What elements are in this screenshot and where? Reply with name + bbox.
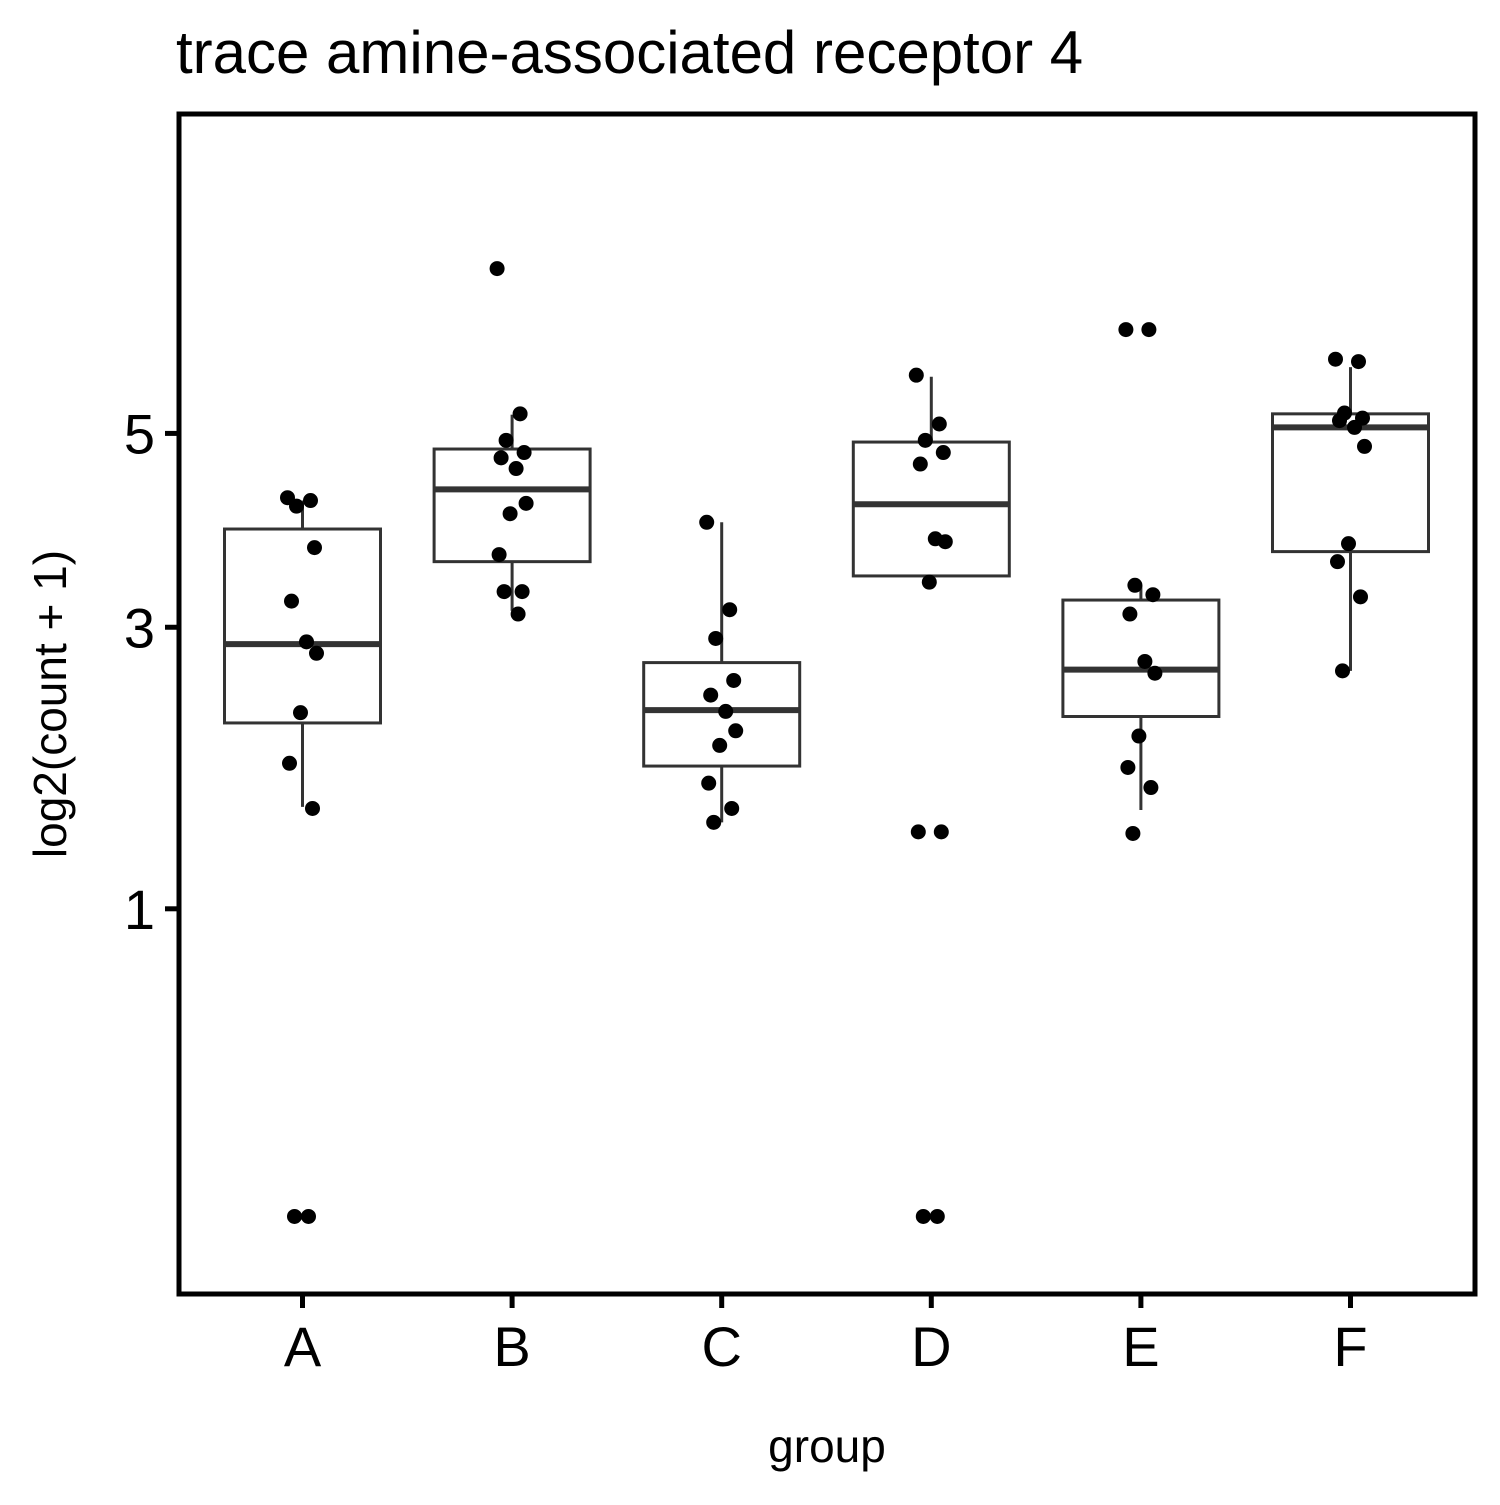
- plot-area: [223, 261, 1430, 1224]
- data-point: [305, 800, 320, 816]
- data-point: [510, 606, 526, 622]
- data-point: [724, 800, 740, 816]
- data-point: [282, 755, 297, 771]
- data-point: [708, 630, 724, 646]
- chart-title: trace amine-associated receptor 4: [176, 19, 1083, 86]
- data-point: [502, 506, 518, 522]
- x-tick-label: C: [701, 1315, 741, 1378]
- data-point: [299, 634, 314, 650]
- data-point: [491, 547, 507, 563]
- data-point: [1341, 536, 1356, 552]
- box-group-B: [432, 414, 592, 611]
- plot-frame: [176, 111, 1478, 1297]
- data-point: [516, 445, 532, 461]
- data-point: [933, 824, 949, 840]
- data-point: [512, 406, 528, 422]
- data-point: [303, 493, 318, 509]
- box: [223, 527, 382, 725]
- data-point: [284, 593, 299, 609]
- box: [851, 440, 1011, 578]
- data-point: [289, 498, 304, 514]
- points-A: [280, 490, 324, 1224]
- data-point: [498, 432, 514, 448]
- points-E: [1118, 322, 1163, 841]
- data-point: [508, 461, 524, 477]
- y-tick-label: 1: [124, 878, 155, 941]
- points-B: [489, 261, 534, 622]
- data-point: [1335, 663, 1350, 679]
- data-point: [1330, 554, 1345, 570]
- points-C: [699, 514, 744, 830]
- data-point: [1147, 665, 1163, 681]
- data-point: [496, 584, 512, 600]
- data-point: [728, 723, 744, 739]
- data-point: [1141, 322, 1157, 338]
- data-point: [1127, 577, 1143, 593]
- y-tick-label: 5: [124, 402, 155, 465]
- box: [432, 447, 592, 564]
- data-point: [1328, 351, 1343, 367]
- x-tick-label: E: [1122, 1315, 1159, 1378]
- data-point: [1357, 438, 1372, 454]
- data-point: [935, 445, 951, 461]
- data-point: [293, 705, 308, 721]
- data-point: [712, 737, 728, 753]
- x-axis: A B C D E F: [284, 1294, 1368, 1378]
- data-point: [908, 367, 924, 383]
- x-tick-label: B: [493, 1315, 530, 1378]
- data-point: [489, 261, 505, 277]
- data-point: [917, 432, 933, 448]
- data-point: [910, 824, 926, 840]
- data-point: [301, 1208, 316, 1224]
- x-tick-label: A: [284, 1315, 322, 1378]
- data-point: [1351, 354, 1366, 370]
- data-point: [1122, 606, 1138, 622]
- data-point: [931, 416, 947, 432]
- data-point: [1332, 413, 1347, 429]
- data-point: [915, 1208, 931, 1224]
- data-point: [1131, 728, 1147, 744]
- points-F: [1328, 351, 1372, 679]
- data-point: [1118, 322, 1134, 338]
- data-point: [518, 495, 534, 511]
- data-point: [699, 514, 715, 530]
- data-point: [1120, 759, 1136, 775]
- data-point: [701, 775, 717, 791]
- box: [1271, 412, 1430, 554]
- data-point: [1143, 780, 1159, 796]
- data-point: [1137, 653, 1153, 669]
- x-tick-label: F: [1333, 1315, 1367, 1378]
- y-axis: 1 3 5: [124, 402, 179, 941]
- x-tick-label: D: [911, 1315, 951, 1378]
- y-axis-title: log2(count + 1): [24, 550, 76, 858]
- data-point: [287, 1208, 302, 1224]
- data-point: [921, 574, 937, 590]
- data-point: [912, 456, 928, 472]
- box: [642, 661, 802, 768]
- data-point: [307, 540, 322, 556]
- box: [1061, 598, 1221, 718]
- data-point: [1347, 419, 1362, 435]
- data-point: [309, 645, 324, 661]
- data-point: [1145, 587, 1161, 603]
- data-point: [718, 703, 734, 719]
- data-point: [726, 672, 742, 688]
- y-tick-label: 3: [124, 596, 155, 659]
- points-D: [908, 367, 953, 1224]
- data-point: [706, 814, 722, 830]
- data-point: [937, 534, 953, 550]
- data-point: [1353, 589, 1368, 605]
- data-point: [929, 1208, 945, 1224]
- data-point: [1125, 825, 1141, 841]
- data-point: [722, 602, 738, 618]
- data-point: [703, 687, 719, 703]
- data-point: [514, 584, 530, 600]
- x-axis-title: group: [768, 1420, 886, 1472]
- data-point: [493, 450, 509, 466]
